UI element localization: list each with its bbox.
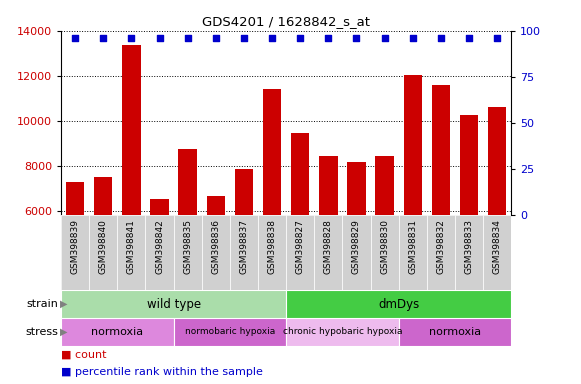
Text: GSM398831: GSM398831 xyxy=(408,219,417,274)
Bar xyxy=(483,215,511,290)
Bar xyxy=(399,215,427,290)
Bar xyxy=(150,199,168,346)
Point xyxy=(324,35,333,41)
Text: GSM398827: GSM398827 xyxy=(296,219,304,274)
Bar xyxy=(174,215,202,290)
Text: GSM398834: GSM398834 xyxy=(493,219,502,274)
Text: GSM398837: GSM398837 xyxy=(239,219,249,274)
Bar xyxy=(61,215,89,290)
Text: GSM398842: GSM398842 xyxy=(155,219,164,274)
Bar xyxy=(202,215,230,290)
Bar xyxy=(455,215,483,290)
Point xyxy=(183,35,192,41)
Bar xyxy=(66,182,84,346)
Bar xyxy=(117,215,145,290)
Bar xyxy=(319,156,338,346)
Text: ■ percentile rank within the sample: ■ percentile rank within the sample xyxy=(61,367,263,377)
Bar xyxy=(61,290,286,318)
Title: GDS4201 / 1628842_s_at: GDS4201 / 1628842_s_at xyxy=(202,15,370,28)
Point xyxy=(296,35,305,41)
Point xyxy=(267,35,277,41)
Bar xyxy=(375,156,394,346)
Point xyxy=(70,35,80,41)
Text: ■ count: ■ count xyxy=(61,349,106,359)
Bar xyxy=(122,45,141,346)
Point xyxy=(127,35,136,41)
Text: GSM398836: GSM398836 xyxy=(211,219,220,274)
Text: ▶: ▶ xyxy=(60,299,68,309)
Bar xyxy=(432,85,450,346)
Text: dmDys: dmDys xyxy=(378,298,419,311)
Text: normobaric hypoxia: normobaric hypoxia xyxy=(185,327,275,336)
Point xyxy=(493,35,502,41)
Text: normoxia: normoxia xyxy=(91,327,144,337)
Bar xyxy=(235,169,253,346)
Text: wild type: wild type xyxy=(146,298,200,311)
Text: chronic hypobaric hypoxia: chronic hypobaric hypoxia xyxy=(283,327,402,336)
Text: GSM398841: GSM398841 xyxy=(127,219,136,274)
Bar xyxy=(286,215,314,290)
Bar xyxy=(263,89,281,346)
Text: GSM398832: GSM398832 xyxy=(436,219,446,274)
Point xyxy=(211,35,220,41)
Text: normoxia: normoxia xyxy=(429,327,481,337)
Text: GSM398830: GSM398830 xyxy=(380,219,389,274)
Bar xyxy=(61,318,174,346)
Bar xyxy=(460,115,478,346)
Point xyxy=(464,35,474,41)
Point xyxy=(239,35,249,41)
Text: ▶: ▶ xyxy=(60,327,68,337)
Text: GSM398829: GSM398829 xyxy=(352,219,361,274)
Bar xyxy=(178,149,197,346)
Bar xyxy=(258,215,286,290)
Bar xyxy=(371,215,399,290)
Text: GSM398833: GSM398833 xyxy=(465,219,474,274)
Bar xyxy=(286,318,399,346)
Text: strain: strain xyxy=(26,299,58,309)
Text: GSM398835: GSM398835 xyxy=(183,219,192,274)
Point xyxy=(380,35,389,41)
Bar xyxy=(342,215,371,290)
Text: GSM398838: GSM398838 xyxy=(268,219,277,274)
Bar xyxy=(145,215,174,290)
Bar xyxy=(314,215,342,290)
Point xyxy=(352,35,361,41)
Bar xyxy=(230,215,258,290)
Text: GSM398839: GSM398839 xyxy=(70,219,80,274)
Point xyxy=(99,35,108,41)
Bar xyxy=(174,318,286,346)
Text: stress: stress xyxy=(25,327,58,337)
Bar xyxy=(89,215,117,290)
Bar xyxy=(207,196,225,346)
Bar xyxy=(404,74,422,346)
Text: GSM398840: GSM398840 xyxy=(99,219,107,274)
Bar xyxy=(488,107,507,346)
Bar xyxy=(399,318,511,346)
Text: GSM398828: GSM398828 xyxy=(324,219,333,274)
Bar xyxy=(291,133,309,346)
Bar xyxy=(427,215,455,290)
Point xyxy=(408,35,417,41)
Bar xyxy=(94,177,112,346)
Point xyxy=(155,35,164,41)
Point xyxy=(436,35,446,41)
Bar xyxy=(286,290,511,318)
Bar xyxy=(347,162,365,346)
